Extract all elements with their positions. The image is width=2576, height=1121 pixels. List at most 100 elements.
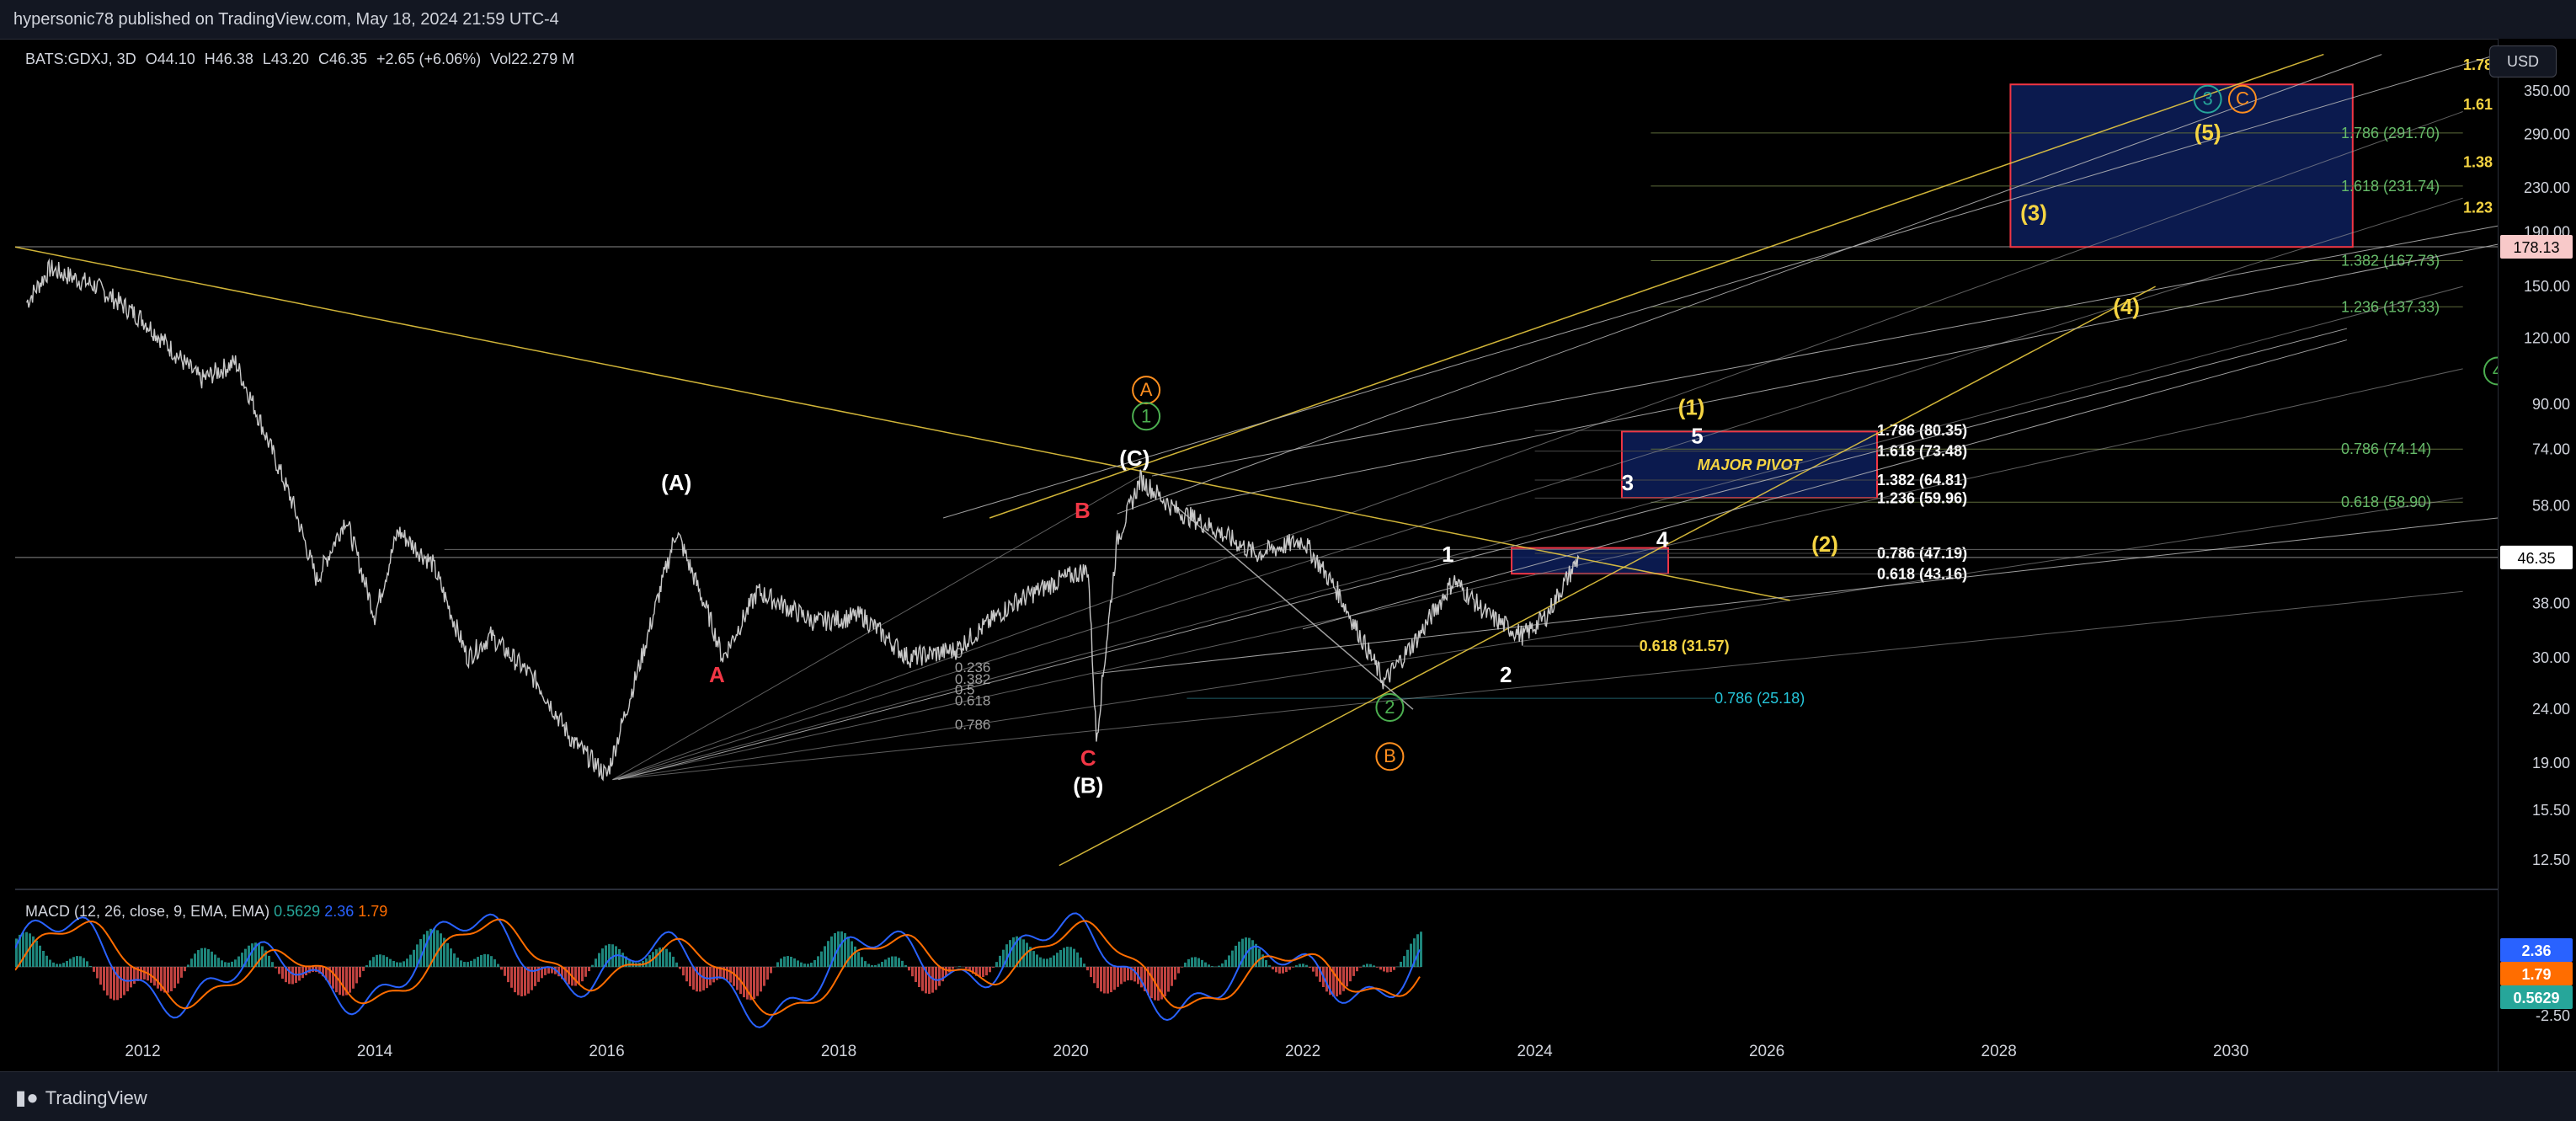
macd-histogram-bar bbox=[271, 962, 274, 967]
macd-histogram-bar bbox=[1090, 967, 1092, 977]
fib-label: 1.618 (73.48) bbox=[1877, 443, 1967, 460]
tradingview-logo[interactable]: ▮● TradingView bbox=[15, 1086, 147, 1110]
time-axis-label: 2026 bbox=[1749, 1043, 1784, 1060]
macd-histogram-bar bbox=[911, 967, 914, 976]
macd-histogram-bar bbox=[342, 967, 344, 996]
macd-histogram-bar bbox=[1110, 967, 1112, 992]
fib-label: 0.786 (47.19) bbox=[1877, 545, 1967, 562]
currency-button[interactable]: USD bbox=[2489, 45, 2557, 77]
macd-histogram-bar bbox=[1167, 967, 1170, 992]
macd-title[interactable]: MACD (12, 26, close, 9, EMA, EMA) bbox=[25, 903, 269, 920]
macd-histogram-bar bbox=[995, 962, 998, 967]
macd-histogram-bar bbox=[1336, 967, 1338, 996]
fib-label: 0.618 (31.57) bbox=[1640, 638, 1730, 654]
macd-histogram-bar bbox=[116, 967, 119, 1000]
macd-histogram-bar bbox=[510, 967, 513, 988]
macd-histogram-bar bbox=[463, 962, 466, 967]
macd-histogram-bar bbox=[1231, 951, 1234, 967]
macd-histogram-bar bbox=[1305, 965, 1308, 967]
macd-histogram-bar bbox=[22, 932, 24, 967]
macd-histogram-bar bbox=[467, 962, 469, 967]
time-axis-label: 2016 bbox=[589, 1043, 624, 1060]
price-axis-label: 12.50 bbox=[2532, 851, 2570, 868]
macd-histogram-bar bbox=[275, 967, 277, 969]
macd-histogram-bar bbox=[898, 958, 900, 967]
macd-histogram-bar bbox=[982, 967, 984, 977]
macd-histogram-bar bbox=[904, 965, 907, 967]
macd-histogram-bar bbox=[1272, 967, 1274, 969]
macd-histogram-bar bbox=[1302, 964, 1304, 967]
macd-histogram-bar bbox=[1181, 967, 1183, 968]
macd-histogram-bar bbox=[1211, 966, 1213, 967]
macd-histogram-bar bbox=[1049, 958, 1052, 967]
macd-histogram-bar bbox=[76, 956, 78, 967]
macd-histogram-bar bbox=[473, 959, 476, 967]
macd-histogram-bar bbox=[376, 955, 378, 967]
macd-histogram-bar bbox=[1235, 946, 1237, 967]
macd-histogram-bar bbox=[1197, 958, 1200, 967]
macd-histogram-bar bbox=[35, 941, 38, 967]
macd-histogram-bar bbox=[1093, 967, 1096, 983]
macd-histogram-bar bbox=[1356, 967, 1358, 971]
macd-histogram-bar bbox=[692, 967, 695, 990]
price-axis-label: 19.00 bbox=[2532, 755, 2570, 771]
macd-histogram-bar bbox=[72, 957, 75, 967]
macd-histogram-bar bbox=[194, 953, 196, 967]
fib-label: 0.618 (58.90) bbox=[2341, 494, 2431, 510]
fib-clipped-label: 1.23 bbox=[2463, 200, 2493, 216]
macd-histogram-bar bbox=[568, 967, 570, 985]
macd-histogram-bar bbox=[591, 965, 594, 967]
macd-histogram-bar bbox=[251, 943, 253, 967]
macd-histogram-bar bbox=[1073, 949, 1075, 967]
macd-histogram-bar bbox=[840, 931, 843, 967]
macd-histogram-bar bbox=[601, 948, 604, 967]
macd-histogram-bar bbox=[756, 967, 759, 996]
macd-histogram-bar bbox=[477, 957, 479, 967]
wave-label: 1 bbox=[1442, 542, 1453, 567]
macd-histogram-bar bbox=[813, 960, 816, 967]
macd-histogram-bar bbox=[999, 956, 1001, 967]
wave-label: 4 bbox=[1656, 526, 1669, 552]
macd-histogram-bar bbox=[217, 958, 220, 967]
price-axis-label: 150.00 bbox=[2524, 278, 2570, 295]
macd-histogram-bar bbox=[1349, 967, 1352, 981]
macd-histogram-bar bbox=[1032, 951, 1035, 967]
macd-histogram-bar bbox=[1295, 965, 1298, 967]
macd-histogram-bar bbox=[921, 967, 924, 991]
macd-histogram-bar bbox=[190, 958, 193, 967]
macd-histogram-bar bbox=[1410, 944, 1412, 967]
macd-histogram-bar bbox=[1325, 967, 1328, 991]
macd-histogram-bar bbox=[1208, 964, 1210, 967]
wave-label: (A) bbox=[661, 470, 691, 495]
macd-histogram-bar bbox=[52, 963, 55, 967]
macd-histogram-bar bbox=[1100, 967, 1102, 991]
macd-histogram-bar bbox=[1265, 960, 1267, 967]
macd-histogram-bar bbox=[83, 958, 85, 967]
wave-label: 1 bbox=[1141, 405, 1151, 426]
macd-histogram-bar bbox=[894, 957, 897, 967]
fib-label: 1.382 (64.81) bbox=[1877, 472, 1967, 488]
time-axis-label: 2020 bbox=[1053, 1043, 1088, 1060]
macd-histogram-bar bbox=[170, 967, 173, 991]
footer-bar: ▮● TradingView bbox=[0, 1071, 2576, 1121]
macd-histogram-bar bbox=[1187, 959, 1190, 967]
macd-histogram-bar bbox=[99, 967, 102, 985]
macd-histogram-bar bbox=[392, 961, 395, 967]
macd-histogram-bar bbox=[1123, 967, 1126, 982]
macd-histogram-bar bbox=[1379, 967, 1382, 969]
macd-histogram-bar bbox=[1201, 960, 1203, 967]
price-series bbox=[27, 260, 1579, 780]
last-price-badge-text: 46.35 bbox=[2517, 550, 2555, 567]
symbol-name[interactable]: BATS:GDXJ, 3D bbox=[25, 51, 136, 67]
macd-histogram-bar bbox=[514, 967, 516, 992]
macd-histogram-bar bbox=[709, 967, 712, 985]
macd-histogram-bar bbox=[783, 957, 786, 967]
macd-histogram-bar bbox=[409, 955, 412, 967]
macd-histogram-bar bbox=[888, 958, 890, 967]
macd-histogram-bar bbox=[824, 946, 826, 967]
macd-histogram-bar bbox=[1056, 953, 1059, 967]
macd-histogram-bar bbox=[1299, 964, 1301, 967]
macd-histogram-bar bbox=[517, 967, 520, 996]
macd-histogram-bar bbox=[702, 967, 705, 990]
